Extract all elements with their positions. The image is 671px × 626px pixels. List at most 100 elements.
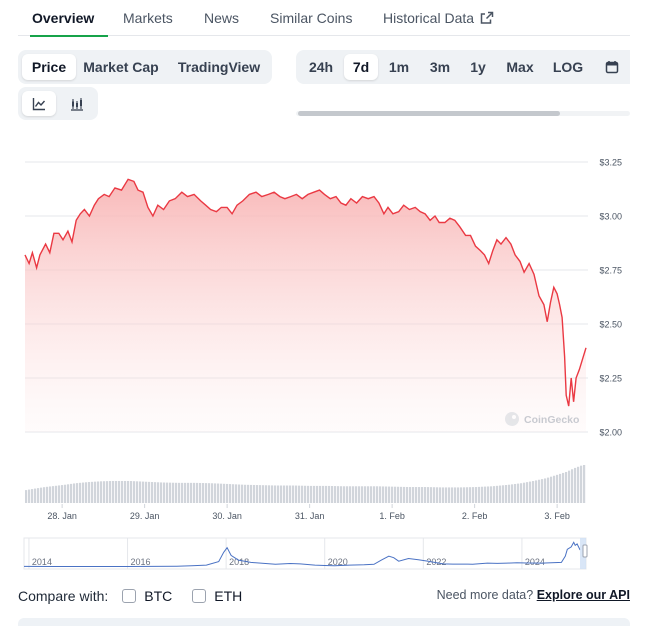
volume-bar bbox=[106, 481, 109, 503]
tab-historical-data[interactable]: Historical Data bbox=[383, 0, 494, 36]
volume-bar bbox=[544, 478, 547, 503]
volume-bar bbox=[301, 485, 304, 503]
volume-bar bbox=[280, 485, 283, 503]
volume-bar bbox=[466, 487, 469, 503]
navigator-handle[interactable] bbox=[582, 544, 588, 558]
volume-bar bbox=[175, 482, 178, 503]
volume-bar bbox=[31, 489, 34, 503]
range-log[interactable]: LOG bbox=[548, 54, 588, 80]
compare-label: Compare with: bbox=[18, 588, 109, 604]
range-3m[interactable]: 3m bbox=[424, 54, 456, 80]
volume-bar bbox=[346, 486, 349, 503]
price-chart[interactable]: $3.25 $3.00 $2.75 $2.50 $2.25 $2.00 28. Jan 29… bbox=[0, 0, 671, 580]
market-cap-toggle[interactable]: Market Cap bbox=[78, 54, 164, 80]
volume-bar bbox=[541, 479, 544, 503]
tab-markets[interactable]: Markets bbox=[123, 0, 173, 36]
volume-bar bbox=[214, 483, 217, 503]
volume-bar bbox=[304, 485, 307, 503]
volume-bar bbox=[283, 485, 286, 503]
volume-bar bbox=[325, 485, 328, 503]
volume-bar bbox=[382, 486, 385, 503]
range-1y-label: 1y bbox=[470, 59, 486, 75]
volume-bar bbox=[55, 485, 58, 503]
volume-bar bbox=[517, 483, 520, 503]
compare-eth-label: ETH bbox=[214, 588, 243, 604]
volume-bar bbox=[454, 487, 457, 503]
line-chart-button[interactable] bbox=[22, 91, 56, 116]
volume-bar bbox=[121, 480, 124, 503]
volume-bar bbox=[394, 486, 397, 503]
range-scrollbar-thumb[interactable] bbox=[298, 111, 560, 116]
eth-checkbox[interactable] bbox=[192, 589, 207, 603]
volume-bar bbox=[253, 484, 256, 503]
volume-bar bbox=[373, 486, 376, 503]
volume-bar bbox=[532, 481, 535, 503]
volume-bar bbox=[502, 485, 505, 503]
volume-bar bbox=[262, 485, 265, 503]
volume-bar bbox=[76, 483, 79, 503]
volume-bar bbox=[103, 481, 106, 503]
price-toggle[interactable]: Price bbox=[22, 54, 76, 80]
btc-checkbox[interactable] bbox=[122, 589, 137, 603]
volume-bar bbox=[46, 486, 49, 503]
tab-overview[interactable]: Overview bbox=[29, 0, 109, 37]
volume-bar bbox=[52, 486, 55, 503]
volume-bar bbox=[364, 486, 367, 503]
tab-overview-label: Overview bbox=[32, 10, 95, 26]
volume-bar bbox=[349, 486, 352, 503]
date-range-button[interactable] bbox=[600, 54, 624, 80]
navigator[interactable]: 2014 2016 2018 2020 2022 2024 bbox=[23, 537, 588, 570]
volume-bar bbox=[163, 482, 166, 503]
volume-bar bbox=[244, 484, 247, 503]
volume-bar bbox=[229, 484, 232, 503]
tradingview-toggle[interactable]: TradingView bbox=[170, 54, 268, 80]
volume-bar bbox=[355, 486, 358, 503]
volume-bar bbox=[550, 476, 553, 503]
range-scrollbar[interactable] bbox=[296, 104, 630, 122]
volume-bar bbox=[577, 466, 580, 503]
volume-bar bbox=[181, 482, 184, 503]
volume-bar bbox=[40, 487, 43, 503]
explore-api-link[interactable]: Explore our API bbox=[536, 588, 630, 602]
volume-bar bbox=[202, 483, 205, 503]
range-7d[interactable]: 7d bbox=[344, 54, 378, 80]
volume-bar bbox=[313, 485, 316, 503]
volume-bar bbox=[292, 485, 295, 503]
volume-bar bbox=[538, 479, 541, 503]
volume-bar bbox=[85, 482, 88, 503]
x-tick-label: 1. Feb bbox=[379, 511, 405, 521]
y-tick-label: $2.00 bbox=[599, 428, 622, 438]
market-cap-toggle-label: Market Cap bbox=[83, 59, 159, 75]
volume-bar bbox=[295, 485, 298, 503]
volume-bar bbox=[193, 482, 196, 503]
volume-bar bbox=[526, 482, 529, 503]
navigator-tick-label: 2022 bbox=[426, 557, 446, 567]
volume-bar bbox=[205, 483, 208, 503]
volume-bar bbox=[556, 474, 559, 503]
volume-bar bbox=[322, 485, 325, 503]
compare-eth[interactable]: ETH bbox=[192, 588, 242, 604]
compare-btc[interactable]: BTC bbox=[122, 588, 172, 604]
volume-bar bbox=[427, 487, 430, 503]
range-1y[interactable]: 1y bbox=[464, 54, 492, 80]
volume-bar bbox=[307, 485, 310, 503]
volume-bar bbox=[553, 475, 556, 503]
volume-bar bbox=[547, 477, 550, 503]
volume-bar bbox=[73, 483, 76, 503]
volume-bar bbox=[94, 481, 97, 503]
tab-similar-coins[interactable]: Similar Coins bbox=[270, 0, 352, 36]
volume-bar bbox=[412, 487, 415, 503]
tab-news[interactable]: News bbox=[204, 0, 239, 36]
more-data-text: Need more data? bbox=[436, 588, 534, 602]
volume-bar bbox=[430, 487, 433, 503]
volume-bar bbox=[136, 481, 139, 503]
range-24h[interactable]: 24h bbox=[302, 54, 340, 80]
candlestick-chart-button[interactable] bbox=[60, 91, 94, 116]
range-1m[interactable]: 1m bbox=[384, 54, 414, 80]
volume-bar bbox=[247, 484, 250, 503]
x-axis: 28. Jan 29. Jan 30. Jan 31. Jan 1. Feb 2. Feb… bbox=[47, 504, 570, 521]
volume-bar bbox=[472, 487, 475, 503]
range-max[interactable]: Max bbox=[500, 54, 540, 80]
x-tick-label: 31. Jan bbox=[295, 511, 325, 521]
volume-bar bbox=[34, 488, 37, 503]
